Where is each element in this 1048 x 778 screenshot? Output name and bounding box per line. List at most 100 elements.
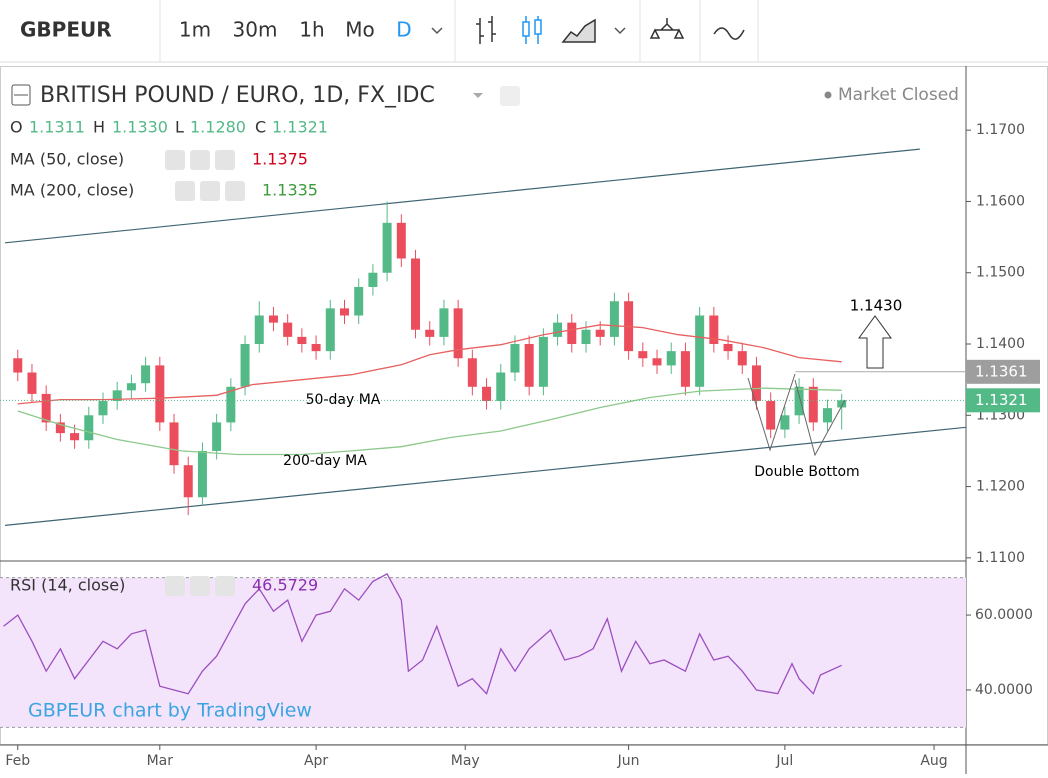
interval[interactable]: 30m <box>233 18 278 42</box>
target-label: 1.1430 <box>850 297 903 315</box>
candle-body <box>297 336 307 345</box>
candle-body <box>254 315 264 345</box>
candle-body <box>197 450 207 498</box>
symbol[interactable]: GBPEUR <box>20 18 112 42</box>
candle-body <box>84 415 94 441</box>
candle-body <box>567 322 577 345</box>
trendline <box>4 148 920 244</box>
interval[interactable]: 1m <box>179 18 211 42</box>
settings-icon[interactable] <box>190 576 210 596</box>
candle-body <box>70 433 80 441</box>
ohlc-value: 1.1330 <box>112 118 168 137</box>
candle-body <box>268 315 278 323</box>
candle-body <box>723 344 733 352</box>
candle-body <box>396 222 406 259</box>
price-label-box <box>966 388 1040 413</box>
ohlc-label: O <box>10 118 23 137</box>
ohlc-label: L <box>175 118 184 137</box>
candles-icon[interactable] <box>522 21 530 37</box>
candle-body <box>837 400 847 408</box>
visibility-icon[interactable] <box>175 181 195 201</box>
visibility-icon[interactable] <box>165 150 185 170</box>
candle-body <box>339 308 349 316</box>
visibility-icon[interactable] <box>165 576 185 596</box>
market-status: Market Closed <box>838 85 959 105</box>
candle-body <box>183 465 193 498</box>
settings-icon[interactable] <box>200 181 220 201</box>
candle-body <box>141 365 151 384</box>
rsi-line <box>3 573 842 695</box>
dropdown[interactable] <box>614 27 626 35</box>
interval[interactable]: Mo <box>345 18 375 42</box>
candle-body <box>325 308 335 352</box>
candle-body <box>240 344 250 387</box>
candle-body <box>311 344 321 352</box>
settings-icon[interactable] <box>190 150 210 170</box>
candle-body <box>354 286 364 316</box>
candle-body <box>112 390 122 402</box>
interval[interactable]: 1h <box>299 18 324 42</box>
candle-body <box>55 422 65 434</box>
area-icon[interactable] <box>561 18 596 43</box>
candle-body <box>595 329 605 337</box>
candle-body <box>581 329 591 345</box>
rsi-pane: 40.0000 60.0000 <box>0 573 1033 728</box>
candle-body <box>283 322 293 337</box>
x-tick-label: Jun <box>617 753 640 769</box>
candle-body <box>13 358 23 373</box>
candle-body <box>524 344 534 387</box>
candle-body <box>212 422 222 451</box>
candle-body <box>453 308 463 359</box>
candle-body <box>666 351 676 366</box>
watermark: GBPEUR chart by TradingView <box>28 700 312 722</box>
remove-icon[interactable] <box>215 150 235 170</box>
y-tick-label: 1.1200 <box>976 479 1025 495</box>
indicator-name: MA (50, close) <box>10 150 124 169</box>
dropdown[interactable] <box>431 27 443 35</box>
dropdown[interactable] <box>473 93 483 98</box>
candle-body <box>680 351 690 387</box>
collapse-icon[interactable] <box>11 84 31 106</box>
candle-body <box>467 358 477 387</box>
candles-icon[interactable] <box>534 19 542 35</box>
candle-body <box>439 308 449 337</box>
x-tick-label: Apr <box>304 753 328 769</box>
candle-body <box>510 344 520 373</box>
bars-icon[interactable] <box>476 16 496 44</box>
y-tick-label: 1.1500 <box>976 265 1025 281</box>
candle-body <box>609 301 619 337</box>
rsi-value: 46.5729 <box>252 576 318 595</box>
ohlc-value: 1.1280 <box>190 118 246 137</box>
y-tick-label: 1.1600 <box>976 193 1025 209</box>
candle-body <box>155 365 165 423</box>
y-tick-label: 40.0000 <box>975 682 1033 698</box>
indicator-name: MA (200, close) <box>10 181 134 200</box>
annotation: 200-day MA <box>283 453 367 469</box>
remove-icon[interactable] <box>225 181 245 201</box>
candle-body <box>368 272 378 287</box>
rsi-band <box>0 577 966 728</box>
candle-body <box>695 315 705 387</box>
candle-body <box>27 372 37 394</box>
candle-body <box>737 351 747 366</box>
compare-icon[interactable] <box>713 27 745 40</box>
y-tick-label: 1.1700 <box>976 122 1025 138</box>
candle-body <box>98 401 108 416</box>
candle-body <box>226 386 236 423</box>
indicators-icon[interactable] <box>649 18 685 39</box>
candle-body <box>425 329 435 337</box>
ohlc-label: H <box>93 118 105 137</box>
candle-body <box>538 336 548 387</box>
x-tick-label: Jul <box>775 753 793 769</box>
interval-active[interactable]: D <box>396 18 411 42</box>
ma-value: 1.1335 <box>262 181 318 200</box>
ohlc-label: C <box>255 118 266 137</box>
ma-line <box>17 387 842 456</box>
visibility-icon[interactable] <box>500 86 520 106</box>
ma-line <box>17 324 842 405</box>
double-bottom-drawing <box>747 373 846 457</box>
candle-body <box>808 386 818 423</box>
price-label-box <box>966 359 1040 384</box>
remove-icon[interactable] <box>215 576 235 596</box>
price-pane: 1.11001.12001.13001.14001.15001.16001.17… <box>0 122 1025 566</box>
